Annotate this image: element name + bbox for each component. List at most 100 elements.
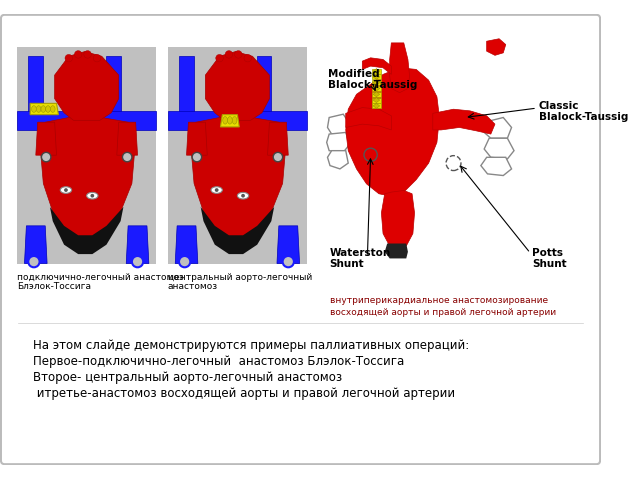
Text: Waterston: Waterston	[330, 248, 391, 258]
Ellipse shape	[61, 187, 71, 194]
Circle shape	[75, 51, 82, 58]
Polygon shape	[267, 122, 288, 155]
Ellipse shape	[237, 193, 249, 199]
Polygon shape	[24, 226, 47, 263]
Text: подключично-легочный анастомоз: подключично-легочный анастомоз	[17, 273, 184, 282]
Polygon shape	[277, 226, 300, 263]
Circle shape	[225, 51, 233, 58]
Text: Blalock-Taussig: Blalock-Taussig	[328, 80, 417, 90]
Ellipse shape	[41, 106, 46, 112]
Polygon shape	[107, 56, 121, 113]
Polygon shape	[201, 207, 274, 254]
Polygon shape	[373, 80, 380, 85]
Polygon shape	[373, 74, 380, 80]
Bar	[372, 98, 380, 103]
Polygon shape	[55, 52, 119, 120]
Polygon shape	[346, 68, 440, 196]
Polygon shape	[373, 86, 380, 91]
Polygon shape	[28, 56, 43, 113]
Polygon shape	[257, 56, 271, 113]
Bar	[372, 92, 380, 97]
Bar	[372, 103, 380, 108]
Text: Второе- центральный аорто-легочный анастомоз: Второе- центральный аорто-легочный анаст…	[33, 371, 342, 384]
Circle shape	[215, 188, 219, 192]
Polygon shape	[117, 122, 138, 155]
Circle shape	[241, 194, 245, 197]
Text: внутриперикардиальное анастомозирование: внутриперикардиальное анастомозирование	[330, 297, 548, 306]
Polygon shape	[327, 151, 348, 169]
Polygon shape	[126, 226, 149, 263]
Polygon shape	[373, 92, 380, 97]
Circle shape	[41, 152, 51, 162]
Polygon shape	[191, 114, 285, 240]
Ellipse shape	[46, 106, 50, 112]
Circle shape	[179, 256, 190, 267]
Polygon shape	[373, 68, 380, 74]
Circle shape	[192, 152, 202, 162]
Text: восходящей аорты и правой легочной артерии: восходящей аорты и правой легочной артер…	[330, 308, 556, 317]
Polygon shape	[390, 43, 410, 92]
Circle shape	[132, 256, 143, 267]
Polygon shape	[205, 52, 269, 120]
Bar	[372, 68, 380, 74]
Bar	[17, 47, 156, 263]
Circle shape	[84, 51, 91, 58]
Polygon shape	[373, 103, 380, 108]
Circle shape	[65, 55, 73, 62]
Ellipse shape	[87, 193, 98, 199]
Circle shape	[93, 55, 101, 62]
Ellipse shape	[31, 106, 36, 112]
Bar	[372, 74, 380, 80]
Text: Potts: Potts	[532, 248, 563, 258]
Text: Blalock-Taussig: Blalock-Taussig	[539, 112, 628, 122]
Polygon shape	[17, 111, 156, 130]
Ellipse shape	[211, 187, 222, 194]
Circle shape	[91, 194, 94, 197]
Polygon shape	[373, 98, 380, 103]
Text: Modified: Modified	[328, 68, 380, 79]
Polygon shape	[221, 114, 239, 127]
Text: анастомоз: анастомоз	[168, 282, 218, 291]
Polygon shape	[175, 226, 198, 263]
Polygon shape	[179, 56, 194, 113]
Text: Shunt: Shunt	[532, 259, 567, 269]
Circle shape	[122, 152, 132, 162]
Text: Shunt: Shunt	[330, 259, 364, 269]
Polygon shape	[433, 109, 495, 134]
Polygon shape	[327, 132, 350, 152]
Bar	[168, 47, 307, 263]
Polygon shape	[327, 114, 350, 134]
Ellipse shape	[223, 116, 228, 124]
Ellipse shape	[36, 106, 41, 112]
Polygon shape	[481, 157, 512, 175]
Circle shape	[283, 256, 294, 267]
Polygon shape	[382, 191, 415, 249]
Polygon shape	[40, 114, 135, 240]
Polygon shape	[484, 138, 514, 159]
Polygon shape	[487, 39, 506, 56]
Polygon shape	[484, 117, 512, 138]
Circle shape	[28, 256, 40, 267]
Circle shape	[216, 55, 223, 62]
Bar	[372, 86, 380, 91]
FancyBboxPatch shape	[1, 15, 600, 464]
Text: Первое-подключично-легочный  анастомоз Блэлок-Тоссига: Первое-подключично-легочный анастомоз Бл…	[33, 355, 404, 368]
Text: итретье-анастомоз восходящей аорты и правой легочной артерии: итретье-анастомоз восходящей аорты и пра…	[33, 387, 455, 400]
Text: Classic: Classic	[539, 101, 579, 111]
Text: центральный аорто-легочный: центральный аорто-легочный	[168, 273, 312, 282]
Text: На этом слайде демонстрируются примеры паллиативных операций:: На этом слайде демонстрируются примеры п…	[33, 339, 469, 352]
Polygon shape	[30, 103, 59, 114]
Polygon shape	[50, 207, 123, 254]
Bar	[372, 80, 380, 85]
Ellipse shape	[50, 106, 55, 112]
Polygon shape	[346, 108, 391, 130]
Polygon shape	[362, 58, 391, 74]
Polygon shape	[186, 122, 207, 155]
Ellipse shape	[228, 116, 232, 124]
Circle shape	[273, 152, 283, 162]
Circle shape	[235, 51, 242, 58]
Circle shape	[244, 55, 251, 62]
Polygon shape	[385, 243, 408, 259]
Polygon shape	[36, 122, 57, 155]
Ellipse shape	[232, 116, 237, 124]
